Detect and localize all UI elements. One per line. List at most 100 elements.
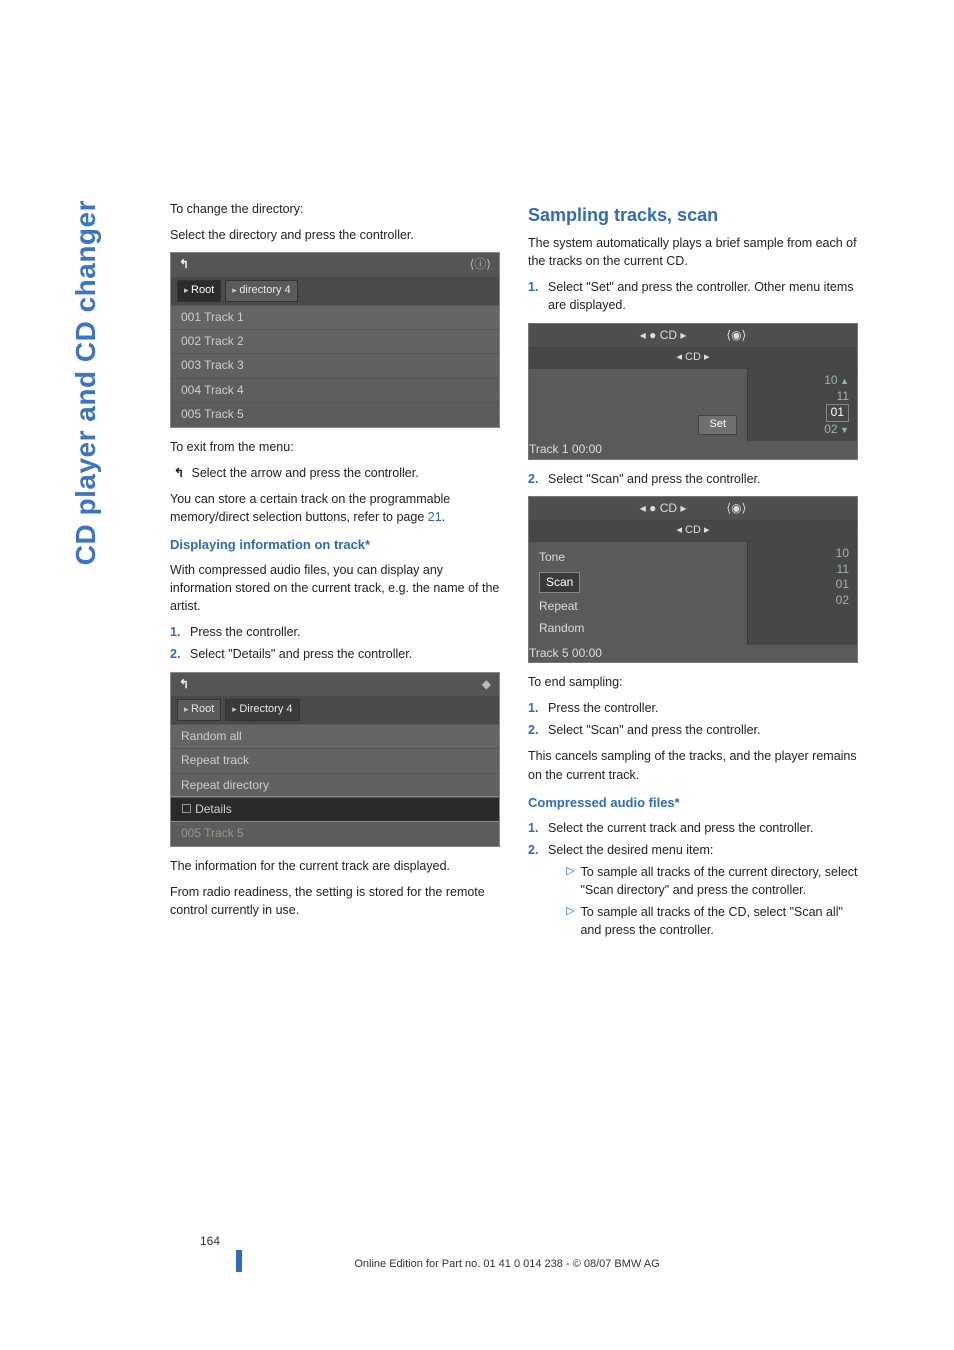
page-number: 164	[200, 1234, 220, 1248]
nav-diamond-icon: ◆	[482, 676, 491, 693]
list-item: 1. Press the controller.	[170, 623, 500, 641]
compressed-steps: 1.Select the current track and press the…	[528, 819, 858, 944]
compressed-sublist: To sample all tracks of the current dire…	[548, 863, 858, 940]
status-time: 00:00	[572, 442, 602, 456]
num-line: 11	[837, 562, 849, 578]
heading-sampling: Sampling tracks, scan	[528, 202, 858, 228]
panel-cd-scan: ◂ ● CD ▸ ⟨◉⟩ ◂ CD ▸ Tone Scan Repeat Ran…	[528, 496, 858, 663]
num-line: 02	[836, 593, 849, 609]
list-item: 1. Press the controller.	[528, 699, 858, 717]
step-text: Select "Scan" and press the controller.	[548, 721, 760, 739]
back-arrow-icon: ↰	[170, 464, 188, 482]
track-list: 001 Track 1 002 Track 2 003 Track 3 004 …	[171, 305, 499, 427]
step-text: Press the controller.	[548, 699, 658, 717]
menu-item: Random	[539, 619, 737, 638]
details-list: Random all Repeat track Repeat directory…	[171, 724, 499, 846]
step-text: Select "Details" and press the controlle…	[190, 645, 412, 663]
cd-menu-list: Tone Scan Repeat Random	[529, 542, 747, 645]
list-item: 1.Select the current track and press the…	[528, 819, 858, 837]
breadcrumb: Root directory 4	[171, 277, 499, 305]
cd-number-list: 10 11 01 02	[747, 542, 857, 645]
sub-item: To sample all tracks of the current dire…	[566, 863, 858, 899]
num-line: 02	[824, 422, 849, 438]
step-number: 2.	[528, 841, 542, 859]
list-item: 2. Select "Details" and press the control…	[170, 645, 500, 663]
cd-sub-bar: ◂ CD ▸	[529, 348, 857, 369]
crumb-root: Root	[177, 699, 221, 721]
breadcrumb: Root Directory 4	[171, 696, 499, 724]
store-track-paragraph: You can store a certain track on the pro…	[170, 490, 500, 526]
status-bar: Track 5 00:00	[529, 645, 857, 662]
step-text: Select "Scan" and press the controller.	[548, 470, 760, 488]
content-columns: To change the directory: Select the dire…	[170, 200, 894, 951]
menu-item-details: Details	[171, 797, 499, 821]
displaying-info-steps: 1. Press the controller. 2. Select "Detail…	[170, 623, 500, 663]
step-number: 2.	[528, 721, 542, 739]
exit-menu-text: Select the arrow and press the controlle…	[191, 466, 418, 480]
step-text: Select the desired menu item:	[548, 843, 713, 857]
info-displayed-paragraph: The information for the current track ar…	[170, 857, 500, 875]
status-bar: Track 1 00:00	[529, 441, 857, 458]
panel-cd-set: ◂ ● CD ▸ ⟨◉⟩ ◂ CD ▸ Set 10 11 01 02 Trac	[528, 323, 858, 460]
cd-label: CD	[660, 328, 677, 342]
exit-menu-line1: To exit from the menu:	[170, 438, 500, 456]
back-arrow-icon: ↰	[179, 676, 189, 693]
menu-item: Tone	[539, 548, 737, 567]
step-number: 2.	[170, 645, 184, 663]
cd-bar: ◂ ● CD ▸ ⟨◉⟩	[529, 497, 857, 521]
page: CD player and CD changer To change the d…	[0, 0, 954, 1350]
cd-number-list: 10 11 01 02	[747, 369, 857, 441]
info-icon: ⟨ⓘ⟩	[470, 256, 491, 273]
cd-left-area: Set	[529, 369, 747, 441]
crumb-directory: Directory 4	[225, 699, 299, 721]
panel-details: ↰ ◆ Root Directory 4 Random all Repeat t…	[170, 672, 500, 847]
cancel-sampling-paragraph: This cancels sampling of the tracks, and…	[528, 747, 858, 783]
sampling-intro: The system automatically plays a brief s…	[528, 234, 858, 270]
list-item: 2. Select "Scan" and press the controller…	[528, 470, 858, 488]
menu-item: Repeat track	[171, 748, 499, 772]
num-line: 10	[836, 546, 849, 562]
step-text: Press the controller.	[190, 623, 300, 641]
step-number: 1.	[528, 278, 542, 296]
menu-item: Random all	[171, 724, 499, 748]
cd-bar: ◂ ● CD ▸ ⟨◉⟩	[529, 324, 857, 348]
heading-compressed: Compressed audio files*	[528, 794, 858, 813]
list-item: 2. Select "Scan" and press the controller…	[528, 721, 858, 739]
step-number: 1.	[528, 699, 542, 717]
track-row: 005 Track 5	[171, 821, 499, 845]
num-line: 11	[837, 389, 849, 405]
change-dir-line1: To change the directory:	[170, 200, 500, 218]
track-row: 002 Track 2	[171, 329, 499, 353]
track-row: 004 Track 4	[171, 378, 499, 402]
crumb-directory: directory 4	[225, 280, 297, 302]
back-arrow-icon: ↰	[179, 256, 189, 273]
set-button: Set	[698, 415, 737, 435]
track-row: 005 Track 5	[171, 402, 499, 426]
cd-sub-label: CD	[685, 351, 701, 363]
num-line-selected: 01	[826, 404, 849, 422]
step-text: Select the current track and press the c…	[548, 819, 813, 837]
status-track: Track 5	[529, 646, 569, 660]
step-text: Select "Set" and press the controller. O…	[548, 278, 858, 314]
displaying-info-paragraph: With compressed audio files, you can dis…	[170, 561, 500, 615]
list-item: 1. Select "Set" and press the controller.…	[528, 278, 858, 314]
cd-sub-bar: ◂ CD ▸	[529, 521, 857, 542]
heading-displaying-info: Displaying information on track*	[170, 536, 500, 555]
menu-item: Repeat	[539, 597, 737, 616]
footer-accent-bar	[236, 1250, 242, 1272]
step-number: 1.	[170, 623, 184, 641]
menu-item-selected: Scan	[539, 572, 580, 593]
status-time: 00:00	[572, 646, 602, 660]
page-link-21[interactable]: 21	[428, 510, 442, 524]
end-sampling-lead: To end sampling:	[528, 673, 858, 691]
left-column: To change the directory: Select the dire…	[170, 200, 500, 951]
list-item: 2. Select the desired menu item: To samp…	[528, 841, 858, 944]
track-row: 001 Track 1	[171, 305, 499, 329]
track-row: 003 Track 3	[171, 353, 499, 377]
sub-text: To sample all tracks of the current dire…	[580, 863, 858, 899]
exit-menu-line2: ↰ Select the arrow and press the control…	[170, 464, 500, 482]
num-line: 10	[824, 373, 849, 389]
step-number: 2.	[528, 470, 542, 488]
right-column: Sampling tracks, scan The system automat…	[528, 200, 858, 951]
footer-line: Online Edition for Part no. 01 41 0 014 …	[60, 1258, 954, 1270]
